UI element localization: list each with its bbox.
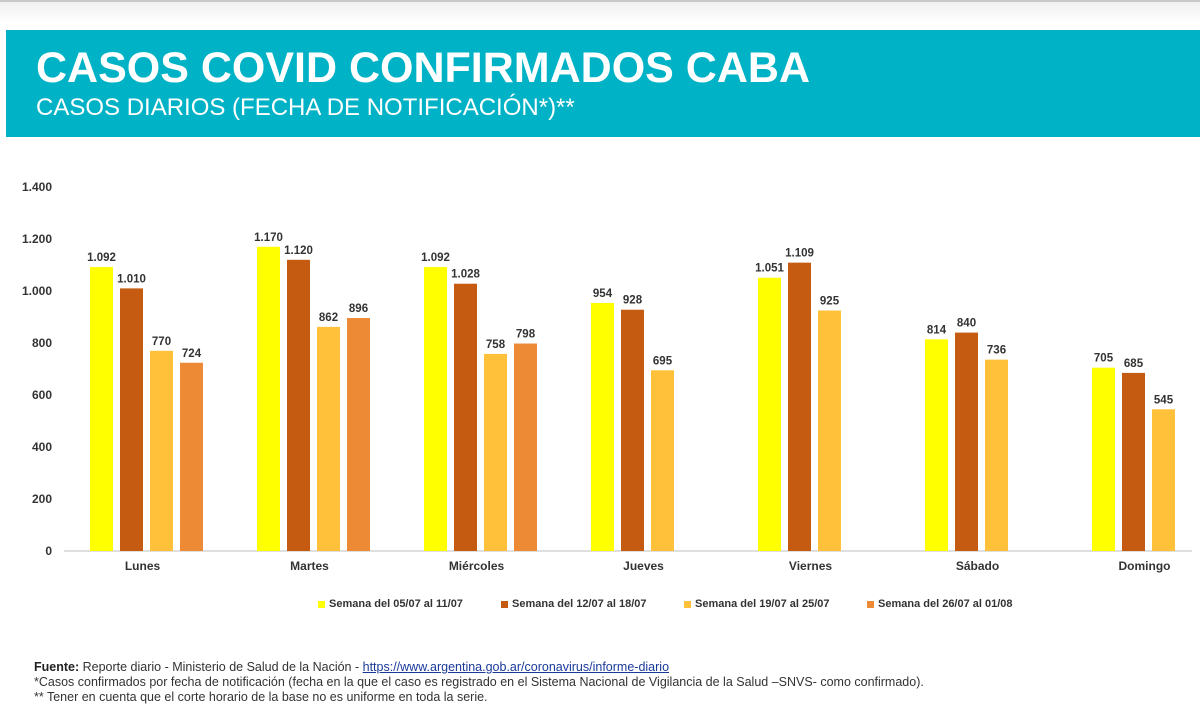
legend-item: Semana del 12/07 al 18/07 xyxy=(501,598,647,610)
bar xyxy=(758,277,781,551)
legend-swatch xyxy=(501,600,508,608)
top-strip xyxy=(0,0,1200,22)
y-tick-label: 0 xyxy=(45,544,52,558)
page-title: CASOS COVID CONFIRMADOS CABA xyxy=(36,44,811,92)
data-label: 1.092 xyxy=(421,252,450,264)
data-label: 736 xyxy=(987,345,1006,357)
y-tick-label: 400 xyxy=(32,440,52,454)
source-line: Fuente: Reporte diario - Ministerio de S… xyxy=(34,660,1194,675)
bar xyxy=(591,302,614,551)
data-label: 954 xyxy=(593,288,613,300)
data-label: 705 xyxy=(1094,353,1114,365)
y-tick-label: 800 xyxy=(32,336,52,350)
legend-label: Semana del 19/07 al 25/07 xyxy=(695,598,830,610)
data-label: 724 xyxy=(182,348,202,360)
legend-label: Semana del 12/07 al 18/07 xyxy=(512,598,647,610)
legend-item: Semana del 19/07 al 25/07 xyxy=(684,598,830,610)
bar xyxy=(90,267,113,551)
chart-svg: 02004006008001.0001.2001.4001.0921.01077… xyxy=(22,180,1192,573)
y-tick-label: 1.200 xyxy=(22,232,52,246)
data-label: 798 xyxy=(516,329,536,341)
bar xyxy=(514,343,537,551)
data-label: 862 xyxy=(319,312,338,324)
data-label: 814 xyxy=(927,324,947,336)
data-label: 928 xyxy=(623,295,643,307)
x-tick-label: Lunes xyxy=(125,559,161,573)
chart-legend: Semana del 05/07 al 11/07 Semana del 12/0… xyxy=(0,598,1200,618)
bar xyxy=(1152,409,1175,551)
page-subtitle: CASOS DIARIOS (FECHA DE NOTIFICACIÓN*)** xyxy=(36,94,575,121)
top-strip-edge xyxy=(0,0,1200,24)
data-label: 685 xyxy=(1124,358,1144,370)
bar xyxy=(484,353,507,551)
bar xyxy=(257,246,280,552)
data-label: 1.092 xyxy=(87,252,116,264)
source-label: Fuente: xyxy=(34,660,80,674)
bar xyxy=(925,339,948,551)
x-tick-label: Jueves xyxy=(623,559,664,573)
data-label: 1.120 xyxy=(284,245,313,257)
legend-label: Semana del 05/07 al 11/07 xyxy=(329,598,463,610)
data-label: 896 xyxy=(349,303,368,315)
x-tick-label: Miércoles xyxy=(449,559,505,573)
bar xyxy=(1092,367,1115,551)
data-label: 840 xyxy=(957,318,976,330)
source-link[interactable]: https://www.argentina.gob.ar/coronavirus… xyxy=(362,660,670,674)
bar xyxy=(788,262,811,551)
data-label: 770 xyxy=(152,336,171,348)
bar xyxy=(150,350,173,551)
source-text: Reporte diario - Ministerio de Salud de … xyxy=(79,660,363,674)
bar xyxy=(1122,372,1145,551)
bar xyxy=(955,332,978,551)
x-tick-label: Sábado xyxy=(956,559,999,573)
legend-swatch xyxy=(867,600,874,608)
legend-label: Semana del 26/07 al 01/08 xyxy=(878,598,1013,610)
bar xyxy=(651,370,674,551)
bar xyxy=(317,326,340,551)
data-label: 1.170 xyxy=(254,232,283,244)
bar xyxy=(347,318,370,551)
data-label: 1.051 xyxy=(755,263,784,275)
legend-swatch xyxy=(318,600,325,608)
bar xyxy=(424,267,447,551)
note-one: *Casos confirmados por fecha de notifica… xyxy=(34,675,924,689)
bar xyxy=(621,309,644,551)
data-label: 1.010 xyxy=(117,273,146,285)
data-label: 925 xyxy=(820,296,840,308)
bar xyxy=(985,359,1008,551)
data-label: 1.109 xyxy=(785,248,814,260)
bar xyxy=(180,362,203,551)
legend-item: Semana del 26/07 al 01/08 xyxy=(867,598,1013,610)
bar xyxy=(287,259,310,551)
y-tick-label: 1.400 xyxy=(22,180,52,194)
data-label: 545 xyxy=(1154,394,1174,406)
data-label: 695 xyxy=(653,355,673,367)
bar-chart: 0 200 400 600 800 1.000 1.200 1.400 1.092 1.010 77… xyxy=(0,140,1200,640)
data-label: 758 xyxy=(486,339,506,351)
header-banner: CASOS COVID CONFIRMADOS CABA CASOS DIARI… xyxy=(6,30,1200,137)
bar xyxy=(454,283,477,551)
data-label: 1.028 xyxy=(451,269,480,281)
y-tick-label: 1.000 xyxy=(22,284,52,298)
legend-swatch xyxy=(684,600,691,608)
footer-notes: Fuente: Reporte diario - Ministerio de S… xyxy=(34,660,1194,705)
y-tick-label: 600 xyxy=(32,388,52,402)
bar xyxy=(818,310,841,551)
x-tick-label: Viernes xyxy=(789,559,832,573)
x-tick-label: Domingo xyxy=(1119,559,1171,573)
legend-item: Semana del 05/07 al 11/07 xyxy=(318,598,463,610)
y-tick-label: 200 xyxy=(32,492,52,506)
x-tick-label: Martes xyxy=(290,559,329,573)
note-two: ** Tener en cuenta que el corte horario … xyxy=(34,690,488,704)
bar xyxy=(120,288,143,551)
